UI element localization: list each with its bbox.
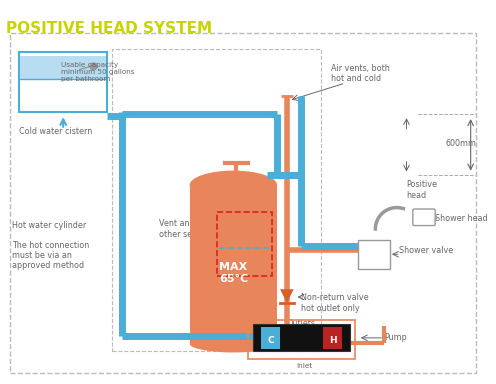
Bar: [20, 56, 106, 79]
Text: MAX
65°C: MAX 65°C: [219, 262, 248, 283]
FancyBboxPatch shape: [413, 209, 435, 225]
Polygon shape: [280, 289, 294, 303]
Bar: [189, 185, 277, 344]
Text: Pump: Pump: [384, 333, 407, 343]
Text: Shower head: Shower head: [434, 214, 487, 223]
FancyBboxPatch shape: [358, 240, 390, 269]
Bar: [260, 327, 280, 349]
Text: Outlets: Outlets: [287, 319, 316, 328]
Text: Air vents, both
hot and cold: Air vents, both hot and cold: [331, 64, 389, 83]
Text: POSITIVE HEAD SYSTEM: POSITIVE HEAD SYSTEM: [6, 21, 212, 36]
Text: 600mm: 600mm: [445, 139, 476, 148]
Ellipse shape: [189, 335, 277, 353]
Ellipse shape: [189, 170, 277, 200]
Text: Hot water cylinder: Hot water cylinder: [12, 221, 86, 230]
Text: Shower valve: Shower valve: [399, 246, 453, 255]
Text: The hot connection
must be via an
approved method: The hot connection must be via an approv…: [12, 241, 89, 270]
Bar: [19, 52, 107, 112]
Bar: [323, 327, 342, 349]
Bar: [248, 320, 355, 359]
Text: C: C: [267, 336, 274, 345]
Bar: [253, 324, 350, 351]
Text: Cold water cistern: Cold water cistern: [19, 127, 93, 136]
Text: Vent and
other services: Vent and other services: [159, 219, 216, 238]
Text: Non-return valve
hot outlet only: Non-return valve hot outlet only: [302, 293, 369, 313]
Bar: [112, 49, 321, 351]
Text: Inlet: Inlet: [297, 363, 313, 369]
Text: Positive
head: Positive head: [407, 180, 437, 200]
Text: H: H: [329, 336, 336, 345]
Bar: [217, 212, 272, 276]
Text: Usable capacity
minimum 50 gallons
per bathroom: Usable capacity minimum 50 gallons per b…: [62, 62, 135, 82]
